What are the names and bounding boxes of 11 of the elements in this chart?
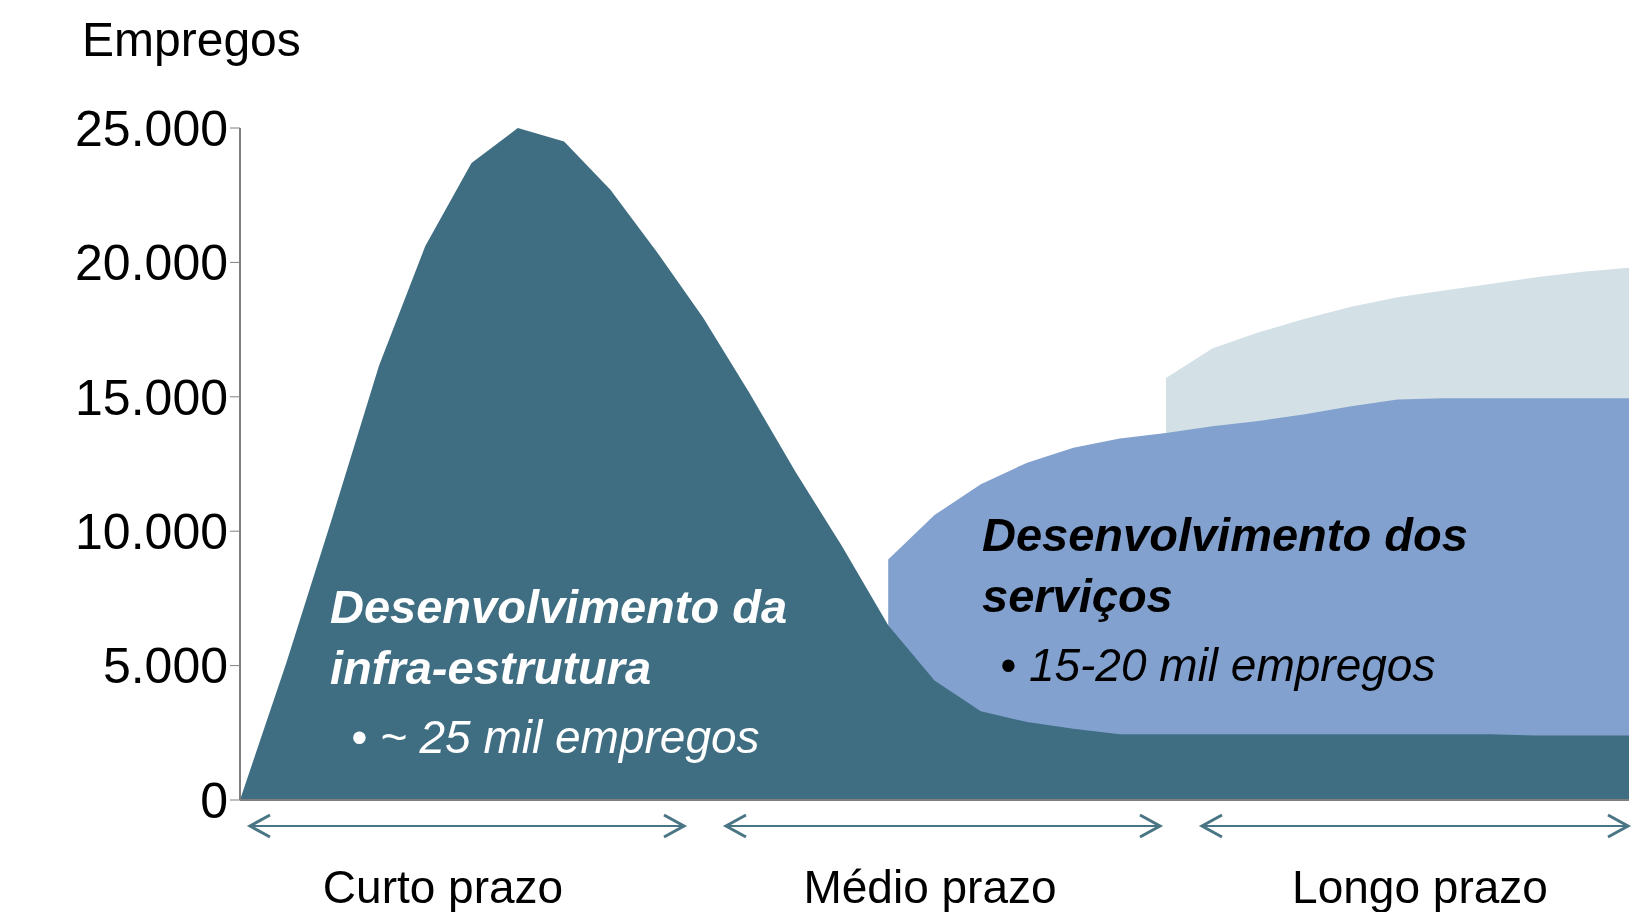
y-tick-label: 10.000 bbox=[75, 503, 228, 560]
y-axis-title: Empregos bbox=[82, 12, 301, 67]
annotation: • 15-20 mil empregos bbox=[1000, 638, 1437, 693]
y-tick-label: 20.000 bbox=[75, 235, 228, 292]
y-tick-label: 5.000 bbox=[102, 638, 228, 695]
y-tick-label: 15.000 bbox=[75, 369, 228, 426]
y-tick-label: 25.000 bbox=[75, 100, 228, 157]
annotation: • ~ 25 mil empregos bbox=[351, 710, 761, 765]
annotation: Desenvolvimento da infra-estrutura bbox=[330, 579, 789, 697]
y-tick-label: 0 bbox=[200, 772, 228, 829]
annotation: Desenvolvimento dos serviços bbox=[982, 507, 1469, 625]
